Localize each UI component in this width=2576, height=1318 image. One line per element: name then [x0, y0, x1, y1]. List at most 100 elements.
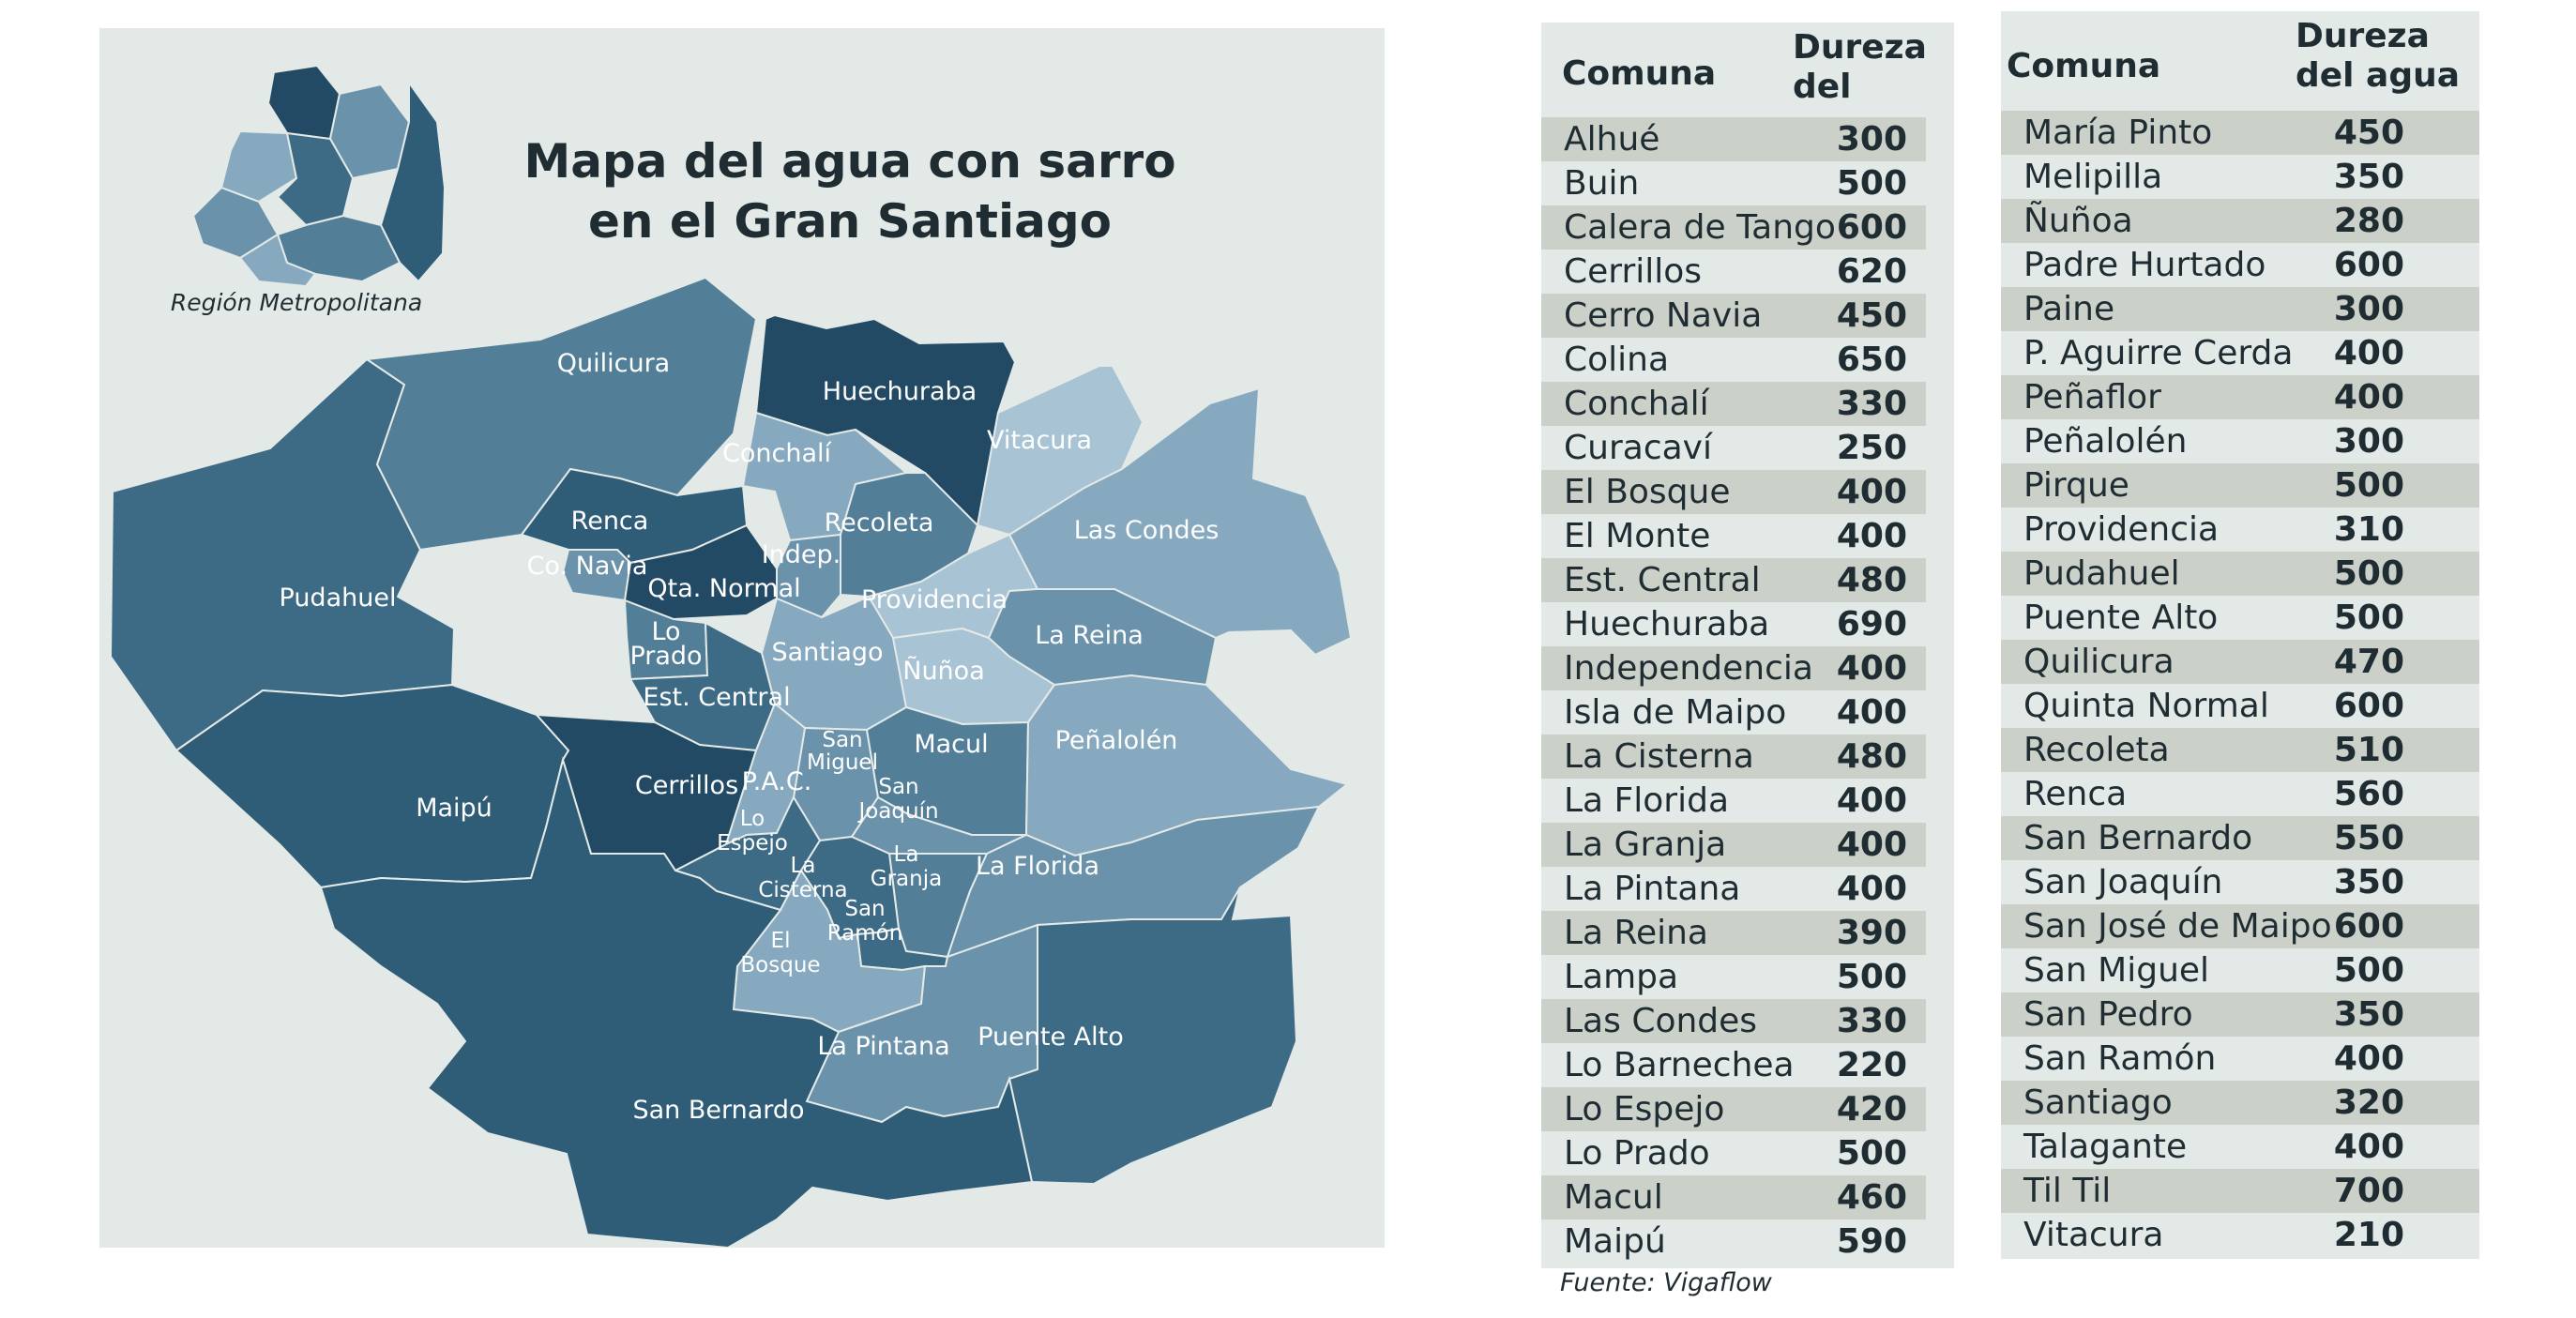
column-header-dureza-line-1: Dureza	[2296, 17, 2430, 55]
table-row: Est. Central 480	[1541, 558, 1926, 602]
table-row: Talagante 400	[2001, 1125, 2479, 1169]
label-huechuraba: Huechuraba	[823, 377, 977, 406]
label-la-reina: La Reina	[1035, 621, 1144, 650]
label-nunoa: Ñuñoa	[902, 656, 985, 686]
comuna-name: Est. Central	[1564, 561, 1761, 599]
hardness-value: 500	[1836, 164, 1907, 203]
label-puente-alto: Puente Alto	[977, 1023, 1124, 1052]
hardness-table-left: Comuna Dureza del agua Alhué300Buin500Ca…	[1541, 23, 1954, 1268]
comuna-name: Alhué	[1564, 120, 1660, 159]
inset-region-southeast	[238, 233, 317, 288]
label-san-joaquin-1: San	[878, 775, 918, 799]
table-row: Ñuñoa 280	[2001, 199, 2479, 243]
table-row: Padre Hurtado 600	[2001, 243, 2479, 287]
table-row: Las Condes 330	[1541, 999, 1926, 1043]
comuna-name: San José de Maipo	[2023, 907, 2332, 946]
table-row: San Bernardo 550	[2001, 816, 2479, 860]
hardness-value: 300	[1836, 120, 1907, 159]
comuna-name: Independencia	[1564, 649, 1813, 688]
map-title-line-1: Mapa del agua con sarro	[523, 134, 1176, 189]
comuna-name: San Ramón	[2023, 1039, 2217, 1078]
comuna-name: La Cisterna	[1564, 737, 1754, 776]
comuna-name: Lo Prado	[1564, 1134, 1710, 1173]
table-row: Quinta Normal 600	[2001, 684, 2479, 728]
table-row: Huechuraba 690	[1541, 602, 1926, 646]
table-row: Vitacura 210	[2001, 1213, 2479, 1257]
label-cerrillos: Cerrillos	[635, 771, 738, 800]
column-header-dureza-line-1: Dureza	[1793, 28, 1927, 67]
comuna-name: Conchalí	[1564, 385, 1709, 423]
hardness-value: 400	[1836, 473, 1907, 511]
label-la-granja-2: Granja	[871, 867, 942, 891]
table-row: Til Til 700	[2001, 1169, 2479, 1213]
comuna-name: Peñalolén	[2023, 422, 2188, 461]
hardness-value: 600	[2333, 907, 2404, 946]
table-row: San Ramón 400	[2001, 1037, 2479, 1081]
column-header-dureza-line-2: del agua	[2296, 56, 2461, 95]
comuna-name: Providencia	[2023, 510, 2220, 549]
hardness-value: 620	[1836, 252, 1907, 291]
table-row: Peñaflor 400	[2001, 375, 2479, 419]
hardness-value: 400	[1836, 826, 1907, 864]
comuna-name: Recoleta	[2023, 731, 2170, 769]
hardness-value: 210	[2333, 1216, 2404, 1254]
table-row: Independencia 400	[1541, 646, 1926, 690]
table-row: P. Aguirre Cerda 400	[2001, 331, 2479, 375]
hardness-value: 400	[2333, 378, 2404, 417]
inset-region-north	[266, 64, 341, 141]
table-row: Paine 300	[2001, 287, 2479, 331]
hardness-value: 350	[2333, 863, 2404, 901]
label-san-miguel-2: Miguel	[807, 750, 878, 775]
label-la-pintana: La Pintana	[817, 1032, 949, 1061]
comuna-name: Lo Barnechea	[1564, 1046, 1795, 1084]
label-la-florida: La Florida	[976, 852, 1099, 881]
table-row: Buin 500	[1541, 161, 1926, 205]
table-row: La Granja 400	[1541, 823, 1926, 867]
label-providencia: Providencia	[861, 585, 1008, 614]
table-row: María Pinto 450	[2001, 111, 2479, 155]
comuna-name: Paine	[2023, 290, 2115, 328]
table-row: Peñalolén 300	[2001, 419, 2479, 463]
label-lo-prado-2: Prado	[629, 642, 702, 671]
hardness-value: 400	[1836, 781, 1907, 820]
table-row: Cerrillos 620	[1541, 250, 1926, 294]
comuna-name: Quinta Normal	[2023, 687, 2269, 725]
label-penalolen: Peñalolén	[1055, 726, 1178, 755]
table-row: Isla de Maipo 400	[1541, 690, 1926, 735]
comuna-name: La Pintana	[1564, 870, 1741, 908]
water-hardness-map: Quilicura Huechuraba Vitacura Conchalí L…	[109, 64, 1353, 1248]
table-row: La Florida 400	[1541, 779, 1926, 823]
hardness-value: 690	[1836, 605, 1907, 644]
inset-region-east	[379, 79, 447, 283]
label-macul: Macul	[914, 730, 988, 759]
label-lo-espejo-1: Lo	[740, 807, 765, 831]
table-row: Colina 650	[1541, 338, 1926, 382]
comuna-name: Pudahuel	[2023, 554, 2180, 593]
comuna-name: Lo Espejo	[1564, 1090, 1725, 1129]
hardness-value: 400	[2333, 334, 2404, 372]
hardness-value: 280	[2333, 202, 2404, 240]
hardness-table-right: Comuna Dureza del agua María Pinto 450 Mel…	[2001, 11, 2479, 1259]
comuna-name: Isla de Maipo	[1564, 693, 1787, 732]
table-row: San Pedro 350	[2001, 992, 2479, 1037]
hardness-value: 550	[2333, 819, 2404, 857]
label-san-joaquin-2: Joaquín	[856, 799, 938, 824]
comuna-name: Renca	[2023, 775, 2128, 813]
comuna-name: Quilicura	[2023, 643, 2174, 681]
hardness-value: 450	[2333, 114, 2404, 152]
table-row: Quilicura 470	[2001, 640, 2479, 684]
comuna-name: Curacaví	[1564, 429, 1712, 467]
area-maipu	[174, 683, 570, 889]
hardness-value: 500	[1836, 958, 1907, 996]
comuna-name: Cerro Navia	[1564, 296, 1763, 335]
hardness-value: 220	[1836, 1046, 1907, 1084]
table-row: Providencia 310	[2001, 508, 2479, 552]
hardness-value: 460	[1836, 1178, 1907, 1217]
table-row: San José de Maipo 600	[2001, 904, 2479, 948]
comuna-name: Vitacura	[2023, 1216, 2164, 1254]
label-la-cisterna-1: La	[791, 854, 816, 878]
table-row: Recoleta 510	[2001, 728, 2479, 772]
table-row: Maipú 590	[1541, 1220, 1926, 1264]
comuna-name: La Granja	[1564, 826, 1727, 864]
hardness-value: 590	[1836, 1222, 1907, 1261]
